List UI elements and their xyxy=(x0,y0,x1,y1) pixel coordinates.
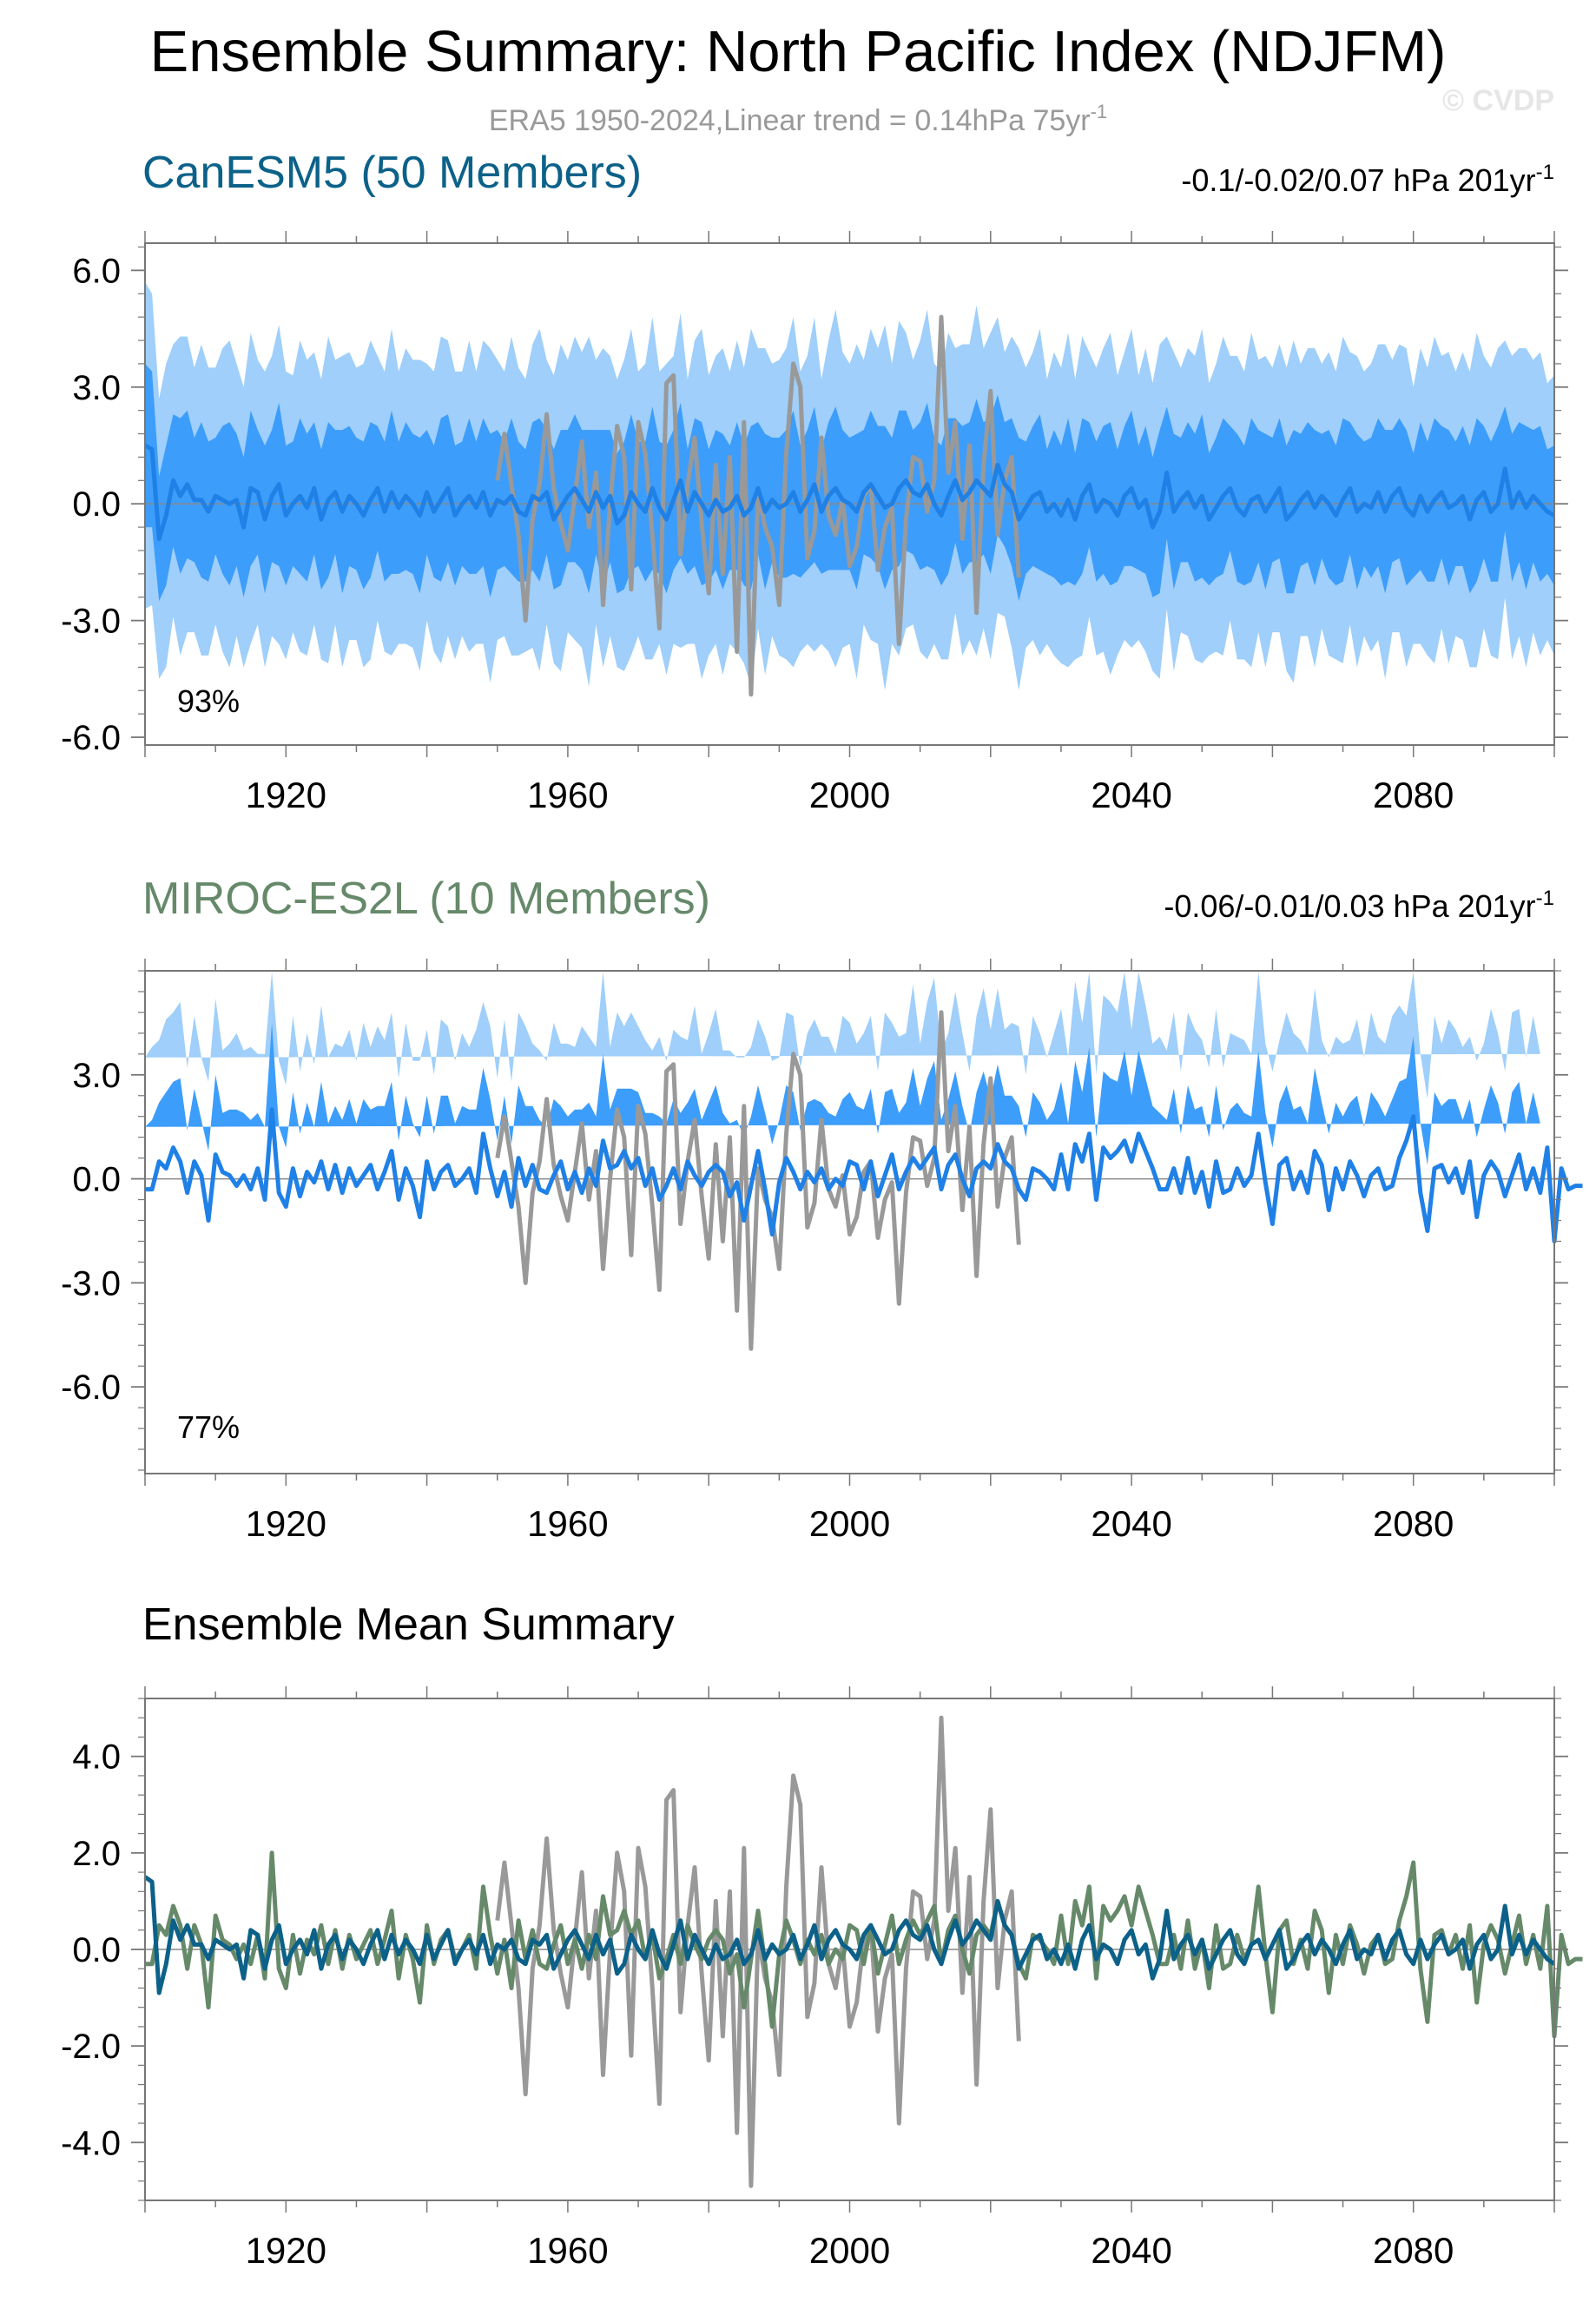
observed-series-line xyxy=(495,1010,1021,1351)
x-tick-label: 2000 xyxy=(809,775,890,815)
x-tick-label: 2040 xyxy=(1091,2230,1171,2271)
y-tick-label: 0.0 xyxy=(72,1931,121,1969)
x-tick-label: 1960 xyxy=(527,1503,608,1544)
figure-title: Ensemble Summary: North Pacific Index (N… xyxy=(150,19,1447,84)
x-tick-label: 2000 xyxy=(809,2230,890,2271)
y-tick-label: -4.0 xyxy=(61,2124,121,2162)
x-tick-label: 2040 xyxy=(1091,775,1171,815)
series-line-canesm5 xyxy=(143,1875,1556,1995)
y-tick-label: 2.0 xyxy=(72,1835,121,1873)
y-tick-label: -6.0 xyxy=(61,719,121,757)
inner-spread-band xyxy=(145,1022,1540,1165)
ensemble-mean-line xyxy=(143,443,1556,541)
y-tick-label: 3.0 xyxy=(72,369,121,407)
y-tick-label: -3.0 xyxy=(61,603,121,641)
y-tick-label: 6.0 xyxy=(72,252,121,290)
series-line-miroc xyxy=(145,1850,1583,2039)
panel2-trend-main: -0.06/-0.01/0.03 hPa 201yr xyxy=(1164,888,1535,924)
y-tick-label: 0.0 xyxy=(72,485,121,524)
subtitle-sup: -1 xyxy=(1091,101,1108,122)
x-tick-label: 1920 xyxy=(246,775,326,815)
y-tick-label: 0.0 xyxy=(72,1161,121,1199)
panel1-plot: 1920 1960 2000 2040 2080 6.0 3.0 0.0 -3.0 -6.0 xyxy=(61,231,1568,815)
panel1-title: CanESM5 (50 Members) xyxy=(142,148,642,198)
panel2-trend-sup: -1 xyxy=(1536,887,1554,910)
x-tick-label: 1920 xyxy=(246,2230,326,2271)
y-tick-label: -6.0 xyxy=(61,1369,121,1407)
panel2-trend: -0.06/-0.01/0.03 hPa 201yr-1 xyxy=(1164,887,1554,924)
copyright-watermark: © CVDP xyxy=(1442,84,1554,117)
y-tick-label: -2.0 xyxy=(61,2028,121,2066)
panel1-trend: -0.1/-0.02/0.07 hPa 201yr-1 xyxy=(1181,161,1554,198)
x-tick-label: 2080 xyxy=(1373,2230,1454,2271)
panel2-title: MIROC-ES2L (10 Members) xyxy=(142,874,710,924)
y-tick-label: 4.0 xyxy=(72,1738,121,1777)
panel2-percent: 77% xyxy=(177,1409,240,1445)
y-tick-label: -3.0 xyxy=(61,1264,121,1303)
panel1-trend-sup: -1 xyxy=(1536,161,1554,184)
panel1-trend-main: -0.1/-0.02/0.07 hPa 201yr xyxy=(1181,162,1535,198)
x-tick-label: 1960 xyxy=(527,2230,608,2271)
ensemble-mean-line xyxy=(145,1107,1583,1243)
x-tick-label: 1960 xyxy=(527,775,608,815)
figure-subtitle: ERA5 1950-2024,Linear trend = 0.14hPa 75… xyxy=(489,101,1107,137)
x-tick-label: 2000 xyxy=(809,1503,890,1544)
panel2-plot: 1920 1960 2000 2040 2080 3.0 0.0 -3.0 -6.0 xyxy=(61,959,1583,1544)
inner-spread-band xyxy=(145,363,1554,602)
subtitle-main: ERA5 1950-2024,Linear trend = 0.14hPa 75… xyxy=(489,104,1091,137)
x-tick-label: 2080 xyxy=(1373,775,1454,815)
y-tick-label: 3.0 xyxy=(72,1057,121,1095)
x-tick-label: 2040 xyxy=(1091,1503,1171,1544)
outer-spread-band xyxy=(145,972,1540,1099)
panel3-plot: 1920 1960 2000 2040 2080 4.0 2.0 0.0 -2.0 -4.0 xyxy=(61,1686,1583,2271)
panel3-title: Ensemble Mean Summary xyxy=(142,1599,675,1650)
x-tick-label: 2080 xyxy=(1373,1503,1454,1544)
panel1-percent: 93% xyxy=(177,683,240,719)
x-tick-label: 1920 xyxy=(246,1503,326,1544)
